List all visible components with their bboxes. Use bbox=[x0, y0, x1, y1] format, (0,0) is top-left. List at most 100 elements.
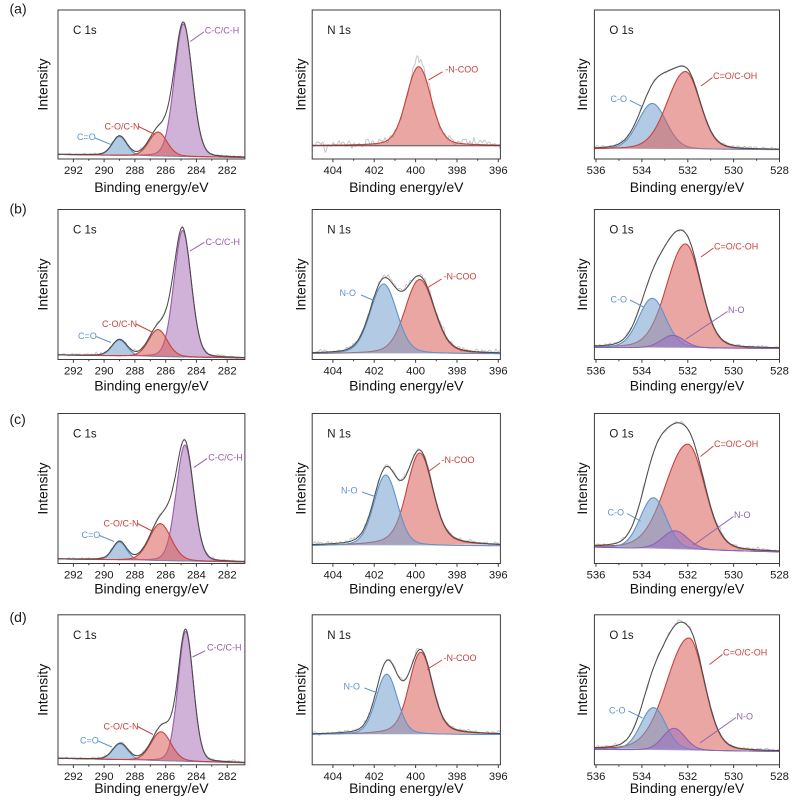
svg-text:528: 528 bbox=[770, 771, 789, 783]
svg-text:(a): (a) bbox=[10, 1, 27, 17]
svg-text:C-O/C-N: C-O/C-N bbox=[105, 122, 140, 132]
svg-text:532: 532 bbox=[678, 771, 697, 783]
svg-text:C 1s: C 1s bbox=[73, 25, 97, 37]
svg-text:N-O: N-O bbox=[340, 288, 357, 298]
svg-text:(d): (d) bbox=[10, 609, 27, 625]
svg-text:C=O: C=O bbox=[77, 132, 96, 142]
svg-text:C-C/C-H: C-C/C-H bbox=[205, 26, 240, 36]
svg-text:286: 286 bbox=[156, 570, 175, 582]
svg-text:396: 396 bbox=[489, 771, 508, 783]
svg-text:C 1s: C 1s bbox=[73, 630, 97, 642]
svg-text:N-O: N-O bbox=[737, 712, 754, 722]
svg-text:400: 400 bbox=[406, 366, 425, 378]
svg-text:Intensity: Intensity bbox=[574, 664, 590, 716]
svg-text:(c): (c) bbox=[10, 411, 26, 427]
svg-text:C=O: C=O bbox=[80, 736, 99, 746]
svg-text:Binding energy/eV: Binding energy/eV bbox=[630, 581, 745, 597]
svg-text:534: 534 bbox=[632, 165, 651, 177]
svg-text:O 1s: O 1s bbox=[609, 225, 634, 237]
svg-text:C=O/C-OH: C=O/C-OH bbox=[714, 241, 758, 251]
svg-text:N-O: N-O bbox=[344, 681, 361, 691]
svg-text:Intensity: Intensity bbox=[574, 462, 590, 514]
svg-text:-N-COO: -N-COO bbox=[442, 455, 475, 465]
svg-text:288: 288 bbox=[125, 165, 144, 177]
svg-text:Binding energy/eV: Binding energy/eV bbox=[94, 378, 209, 394]
svg-text:530: 530 bbox=[724, 366, 743, 378]
svg-text:Binding energy/eV: Binding energy/eV bbox=[630, 179, 745, 195]
svg-text:404: 404 bbox=[323, 570, 342, 582]
svg-text:534: 534 bbox=[632, 570, 651, 582]
svg-text:290: 290 bbox=[95, 771, 114, 783]
svg-text:Binding energy/eV: Binding energy/eV bbox=[349, 179, 464, 195]
svg-text:C-O: C-O bbox=[608, 508, 625, 518]
svg-text:Intensity: Intensity bbox=[574, 258, 590, 310]
svg-text:398: 398 bbox=[448, 165, 467, 177]
svg-text:C=O: C=O bbox=[82, 530, 101, 540]
svg-text:534: 534 bbox=[632, 366, 651, 378]
svg-text:-N-COO: -N-COO bbox=[444, 653, 477, 663]
svg-text:O 1s: O 1s bbox=[609, 429, 634, 441]
svg-text:C=O/C-OH: C=O/C-OH bbox=[714, 439, 758, 449]
svg-text:Intensity: Intensity bbox=[293, 462, 309, 514]
svg-text:400: 400 bbox=[406, 165, 425, 177]
svg-text:Binding energy/eV: Binding energy/eV bbox=[630, 780, 745, 796]
svg-text:284: 284 bbox=[187, 771, 206, 783]
svg-text:532: 532 bbox=[678, 570, 697, 582]
svg-text:404: 404 bbox=[323, 366, 342, 378]
svg-text:Intensity: Intensity bbox=[35, 664, 51, 716]
svg-text:282: 282 bbox=[218, 570, 237, 582]
svg-text:286: 286 bbox=[156, 771, 175, 783]
svg-text:N 1s: N 1s bbox=[327, 630, 351, 642]
svg-text:282: 282 bbox=[218, 165, 237, 177]
svg-text:C=O/C-OH: C=O/C-OH bbox=[723, 647, 767, 657]
svg-text:N 1s: N 1s bbox=[327, 429, 351, 441]
svg-text:Intensity: Intensity bbox=[35, 58, 51, 110]
svg-text:528: 528 bbox=[770, 165, 789, 177]
svg-text:536: 536 bbox=[587, 165, 606, 177]
svg-text:Binding energy/eV: Binding energy/eV bbox=[349, 378, 464, 394]
svg-text:530: 530 bbox=[724, 570, 743, 582]
svg-text:Binding energy/eV: Binding energy/eV bbox=[94, 581, 209, 597]
svg-text:396: 396 bbox=[489, 165, 508, 177]
svg-text:C-C/C-H: C-C/C-H bbox=[208, 453, 243, 463]
svg-text:286: 286 bbox=[156, 366, 175, 378]
svg-text:282: 282 bbox=[218, 771, 237, 783]
svg-text:C-C/C-H: C-C/C-H bbox=[206, 237, 241, 247]
svg-text:284: 284 bbox=[187, 570, 206, 582]
svg-text:530: 530 bbox=[724, 165, 743, 177]
svg-text:Binding energy/eV: Binding energy/eV bbox=[94, 780, 209, 796]
svg-text:C=O/C-OH: C=O/C-OH bbox=[713, 71, 757, 81]
svg-text:292: 292 bbox=[64, 771, 83, 783]
svg-text:-N-COO: -N-COO bbox=[445, 65, 478, 75]
svg-text:O 1s: O 1s bbox=[609, 630, 634, 642]
svg-text:Intensity: Intensity bbox=[574, 58, 590, 110]
svg-text:C 1s: C 1s bbox=[73, 225, 97, 237]
svg-text:C-C/C-H: C-C/C-H bbox=[207, 642, 242, 652]
svg-text:Intensity: Intensity bbox=[293, 58, 309, 110]
svg-text:400: 400 bbox=[406, 570, 425, 582]
svg-text:398: 398 bbox=[448, 771, 467, 783]
svg-text:C-O: C-O bbox=[611, 294, 628, 304]
svg-text:288: 288 bbox=[125, 366, 144, 378]
svg-text:536: 536 bbox=[587, 366, 606, 378]
svg-text:404: 404 bbox=[323, 165, 342, 177]
svg-text:288: 288 bbox=[125, 570, 144, 582]
svg-text:532: 532 bbox=[678, 366, 697, 378]
svg-text:400: 400 bbox=[406, 771, 425, 783]
svg-text:Intensity: Intensity bbox=[35, 462, 51, 514]
svg-text:(b): (b) bbox=[10, 201, 27, 217]
svg-text:C-O/C-N: C-O/C-N bbox=[104, 519, 139, 529]
svg-text:288: 288 bbox=[125, 771, 144, 783]
svg-text:396: 396 bbox=[489, 570, 508, 582]
svg-text:528: 528 bbox=[770, 366, 789, 378]
svg-text:290: 290 bbox=[95, 366, 114, 378]
svg-text:284: 284 bbox=[187, 165, 206, 177]
svg-text:C-O/C-N: C-O/C-N bbox=[102, 319, 137, 329]
svg-text:286: 286 bbox=[156, 165, 175, 177]
svg-text:404: 404 bbox=[323, 771, 342, 783]
svg-text:396: 396 bbox=[489, 366, 508, 378]
svg-text:C-O: C-O bbox=[609, 706, 626, 716]
svg-text:402: 402 bbox=[365, 165, 384, 177]
svg-text:C=O: C=O bbox=[78, 331, 97, 341]
svg-text:N 1s: N 1s bbox=[327, 225, 351, 237]
